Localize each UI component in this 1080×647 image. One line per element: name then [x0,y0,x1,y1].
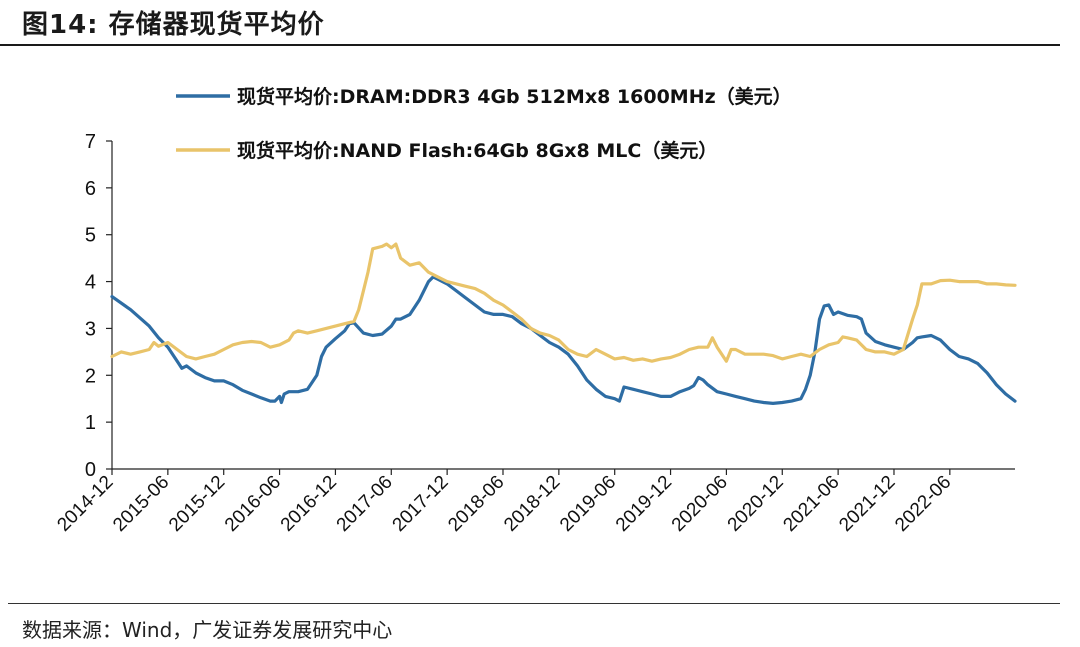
line-chart: 现货平均价:DRAM:DDR3 4Gb 512Mx8 1600MHz（美元） 现货… [53,85,1017,536]
x-tick-label: 2015-12 [165,472,229,536]
x-tick-label: 2018-06 [444,472,508,536]
x-tick-label: 2019-12 [612,472,676,536]
x-tick-label: 2017-12 [389,472,453,536]
legend-label-dram: 现货平均价:DRAM:DDR3 4Gb 512Mx8 1600MHz（美元） [237,85,792,108]
dram-price-line [110,275,1017,405]
x-tick-label: 2017-06 [333,472,397,536]
title-divider [0,44,1060,46]
y-tick-label: 1 [85,412,96,434]
x-tick-label: 2018-12 [500,472,564,536]
x-axis: 2014-122015-062015-122016-062016-122017-… [53,468,1015,536]
x-tick-label: 2021-06 [780,472,844,536]
legend-label-nand: 现货平均价:NAND Flash:64Gb 8Gx8 MLC（美元） [237,139,717,162]
y-tick-label: 5 [85,225,96,247]
footer-divider [8,603,1060,604]
y-tick-label: 6 [85,178,96,200]
x-tick-label: 2020-12 [724,472,788,536]
y-tick-label: 7 [85,131,96,153]
x-tick-label: 2014-12 [53,472,117,536]
y-axis: 0 1 2 3 4 5 6 7 [85,131,113,481]
y-tick-label: 3 [85,318,96,340]
y-tick-label: 4 [85,272,96,294]
y-tick-label: 2 [85,365,96,387]
x-tick-label: 2020-06 [668,472,732,536]
x-tick-label: 2019-06 [556,472,620,536]
series-group [110,242,1017,405]
x-tick-label: 2015-06 [109,472,173,536]
x-tick-label: 2016-06 [221,472,285,536]
data-source-note: 数据来源：Wind，广发证券发展研究中心 [22,618,393,642]
figure-title: 图14: 存储器现货平均价 [22,10,325,40]
x-tick-label: 2022-06 [891,472,955,536]
x-tick-label: 2021-12 [835,472,899,536]
x-tick-label: 2016-12 [277,472,341,536]
nand-price-line [110,242,1017,363]
chart-legend: 现货平均价:DRAM:DDR3 4Gb 512Mx8 1600MHz（美元） 现货… [176,85,792,162]
y-tick-label: 0 [85,459,96,481]
